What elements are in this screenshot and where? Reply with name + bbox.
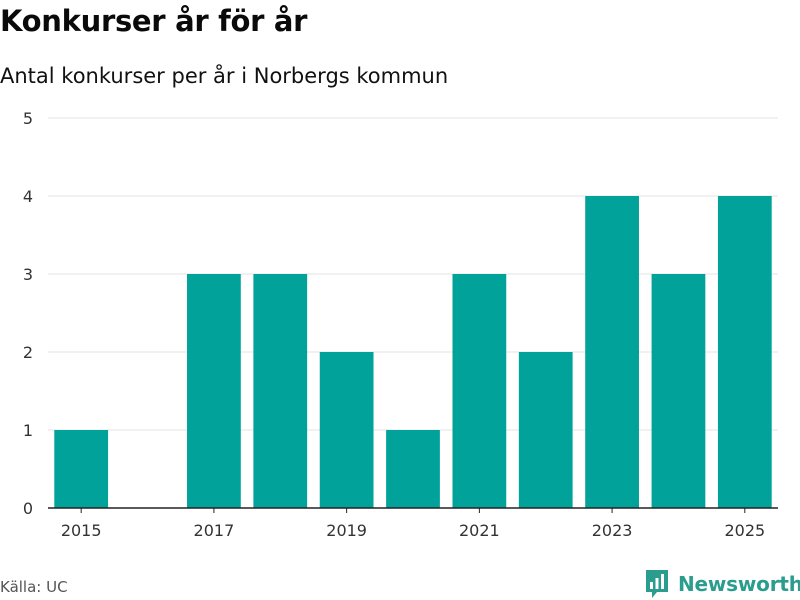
bar-2019 [319, 352, 374, 508]
bar-chart: 0 1 2 3 4 5 2015 2017 2019 2021 2023 2025 [23, 109, 778, 540]
bar-2015 [54, 430, 109, 508]
x-tick-label-2021: 2021 [459, 521, 500, 540]
brand-name: Newsworthy [678, 572, 800, 596]
y-tick-label-1: 1 [23, 421, 33, 440]
x-tick-label-2017: 2017 [194, 521, 235, 540]
y-tick-label-3: 3 [23, 265, 33, 284]
y-axis-labels: 0 1 2 3 4 5 [23, 109, 33, 518]
y-tick-label-5: 5 [23, 109, 33, 128]
newsworthy-logo-icon [646, 570, 668, 598]
brand-logo: Newsworthy [644, 569, 800, 599]
chart-subtitle: Antal konkurser per år i Norbergs kommun [0, 64, 449, 88]
bars [54, 196, 772, 508]
bar-2018 [253, 274, 308, 508]
x-tick-label-2023: 2023 [592, 521, 633, 540]
x-tick-label-2025: 2025 [724, 521, 765, 540]
bar-2017 [187, 274, 241, 508]
bar-2023 [585, 196, 639, 508]
x-tick-label-2019: 2019 [326, 521, 367, 540]
bar-2021 [452, 274, 507, 508]
x-axis-labels: 2015 2017 2019 2021 2023 2025 [61, 508, 765, 540]
y-tick-label-4: 4 [23, 187, 33, 206]
y-tick-label-0: 0 [23, 499, 33, 518]
source-note: Källa: UC [0, 578, 68, 596]
bar-2020 [386, 430, 440, 508]
chart-title: Konkurser år för år [0, 4, 308, 38]
bar-2025 [717, 196, 772, 508]
bar-2022 [518, 352, 573, 508]
y-tick-label-2: 2 [23, 343, 33, 362]
bar-2024 [651, 274, 706, 508]
x-tick-label-2015: 2015 [61, 521, 102, 540]
